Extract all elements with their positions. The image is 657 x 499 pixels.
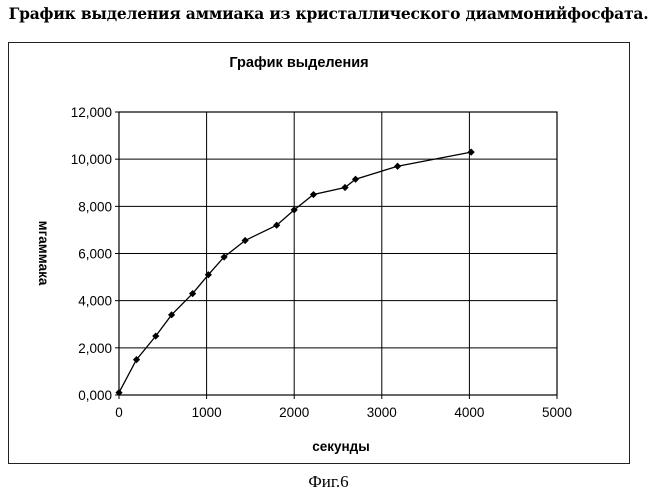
x-tick-label: 4000 <box>454 405 484 420</box>
figure-caption: Фиг.6 <box>308 472 349 491</box>
data-point <box>188 289 197 298</box>
x-tick-label: 1000 <box>192 405 222 420</box>
y-tick-label: 2,000 <box>78 341 112 356</box>
data-point <box>309 190 318 199</box>
y-tick-label: 6,000 <box>78 247 112 262</box>
y-tick-label: 4,000 <box>78 294 112 309</box>
x-axis-label: секунды <box>312 439 370 454</box>
grid-layer <box>115 111 558 399</box>
x-tick-label: 2000 <box>279 405 309 420</box>
plot-area <box>118 111 558 396</box>
x-tick-label: 5000 <box>542 405 572 420</box>
y-tick-label: 10,000 <box>71 152 112 167</box>
y-tick-label: 8,000 <box>78 199 112 214</box>
data-points <box>115 148 475 397</box>
data-point <box>467 148 475 156</box>
x-tick-label: 0 <box>115 405 123 420</box>
data-point <box>241 236 249 245</box>
chart-title: График выделения <box>229 55 368 71</box>
data-point <box>351 175 360 183</box>
data-point <box>341 183 349 192</box>
y-axis-label: мгаммака <box>36 221 51 286</box>
chart-frame: График выделения 0 1000 2000 3000 4000 5000 0… <box>8 42 630 464</box>
data-point <box>273 221 281 229</box>
page-title: График выделения аммиака из кристалличес… <box>8 4 649 23</box>
data-point <box>115 389 123 397</box>
data-point <box>393 162 402 170</box>
chart: График выделения 0 1000 2000 3000 4000 5000 0… <box>36 55 572 454</box>
y-tick-label: 12,000 <box>71 105 112 120</box>
series-line <box>118 151 472 393</box>
y-tick-labels: 0,000 2,000 4,000 6,000 8,000 10,000 12,000 <box>71 105 112 403</box>
x-tick-labels: 0 1000 2000 3000 4000 5000 <box>115 405 572 420</box>
x-tick-label: 3000 <box>367 405 397 420</box>
data-point <box>132 356 141 364</box>
y-tick-label: 0,000 <box>78 388 112 403</box>
data-point <box>290 206 298 214</box>
data-point <box>167 311 176 319</box>
data-point <box>152 332 160 340</box>
